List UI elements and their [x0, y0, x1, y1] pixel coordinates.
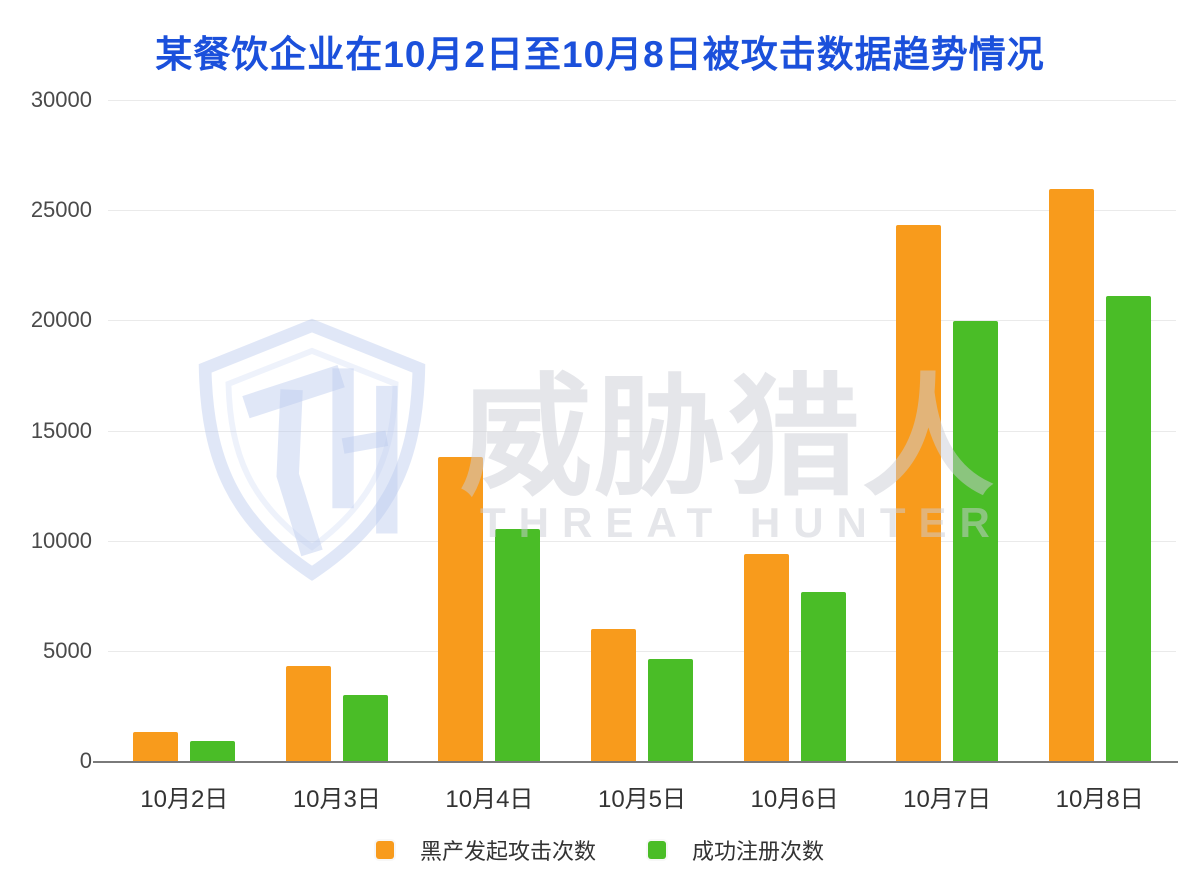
bar-group: [133, 732, 236, 761]
x-axis-tick-label: 10月2日: [140, 786, 229, 813]
bar-group: [438, 456, 541, 761]
legend-swatch-icon: [648, 841, 666, 859]
legend-item: 成功注册次数: [648, 834, 824, 866]
x-axis-tick-label: 10月7日: [903, 786, 992, 813]
x-axis-tick-label: 10月4日: [445, 786, 534, 813]
y-axis-tick-label: 15000: [30, 417, 92, 443]
bar-registrations: [800, 592, 846, 761]
y-axis-tick-label: 20000: [30, 307, 92, 333]
y-axis-tick-label: 25000: [30, 197, 92, 223]
gridline: [108, 320, 1176, 322]
chart-legend: 黑产发起攻击次数 成功注册次数: [0, 834, 1200, 866]
y-axis-tick-label: 5000: [43, 637, 92, 663]
y-axis-tick-label: 10000: [30, 527, 92, 553]
bar-registrations: [342, 694, 388, 761]
bar-registrations: [495, 528, 541, 761]
bar-registrations: [953, 321, 999, 761]
x-axis-tick-label: 10月8日: [1055, 786, 1144, 813]
y-axis-tick-label: 30000: [30, 87, 92, 112]
threat-hunter-shield-icon: [198, 318, 426, 581]
legend-label: 黑产发起攻击次数: [419, 839, 596, 864]
x-axis-tick-label: 10月6日: [750, 786, 839, 813]
legend-swatch-icon: [375, 841, 394, 859]
gridline: [108, 210, 1176, 212]
legend-item: 黑产发起攻击次数: [375, 834, 596, 866]
chart-title: 某餐饮企业在10月2日至10月8日被攻击数据趋势情况: [155, 34, 1045, 75]
bar-group: [743, 553, 846, 761]
gridline: [108, 650, 1176, 652]
bar-attacks: [438, 456, 484, 761]
bar-registrations: [648, 658, 693, 761]
bar-attacks: [1048, 189, 1094, 761]
gridline: [108, 430, 1176, 432]
bar-attacks: [896, 224, 942, 761]
gridline: [108, 100, 1176, 101]
bar-registrations: [1105, 296, 1151, 761]
bar-registrations: [190, 741, 236, 761]
bar-group: [1048, 189, 1151, 761]
bar-attacks: [743, 553, 789, 761]
x-axis-tick-label: 10月5日: [597, 786, 687, 813]
gridline: [108, 540, 1176, 542]
legend-label: 成功注册次数: [692, 839, 825, 864]
bar-attacks: [285, 666, 331, 761]
bar-attacks: [133, 732, 179, 761]
bar-group: [896, 224, 999, 761]
x-axis-line: [93, 761, 1178, 763]
bar-attacks: [591, 628, 636, 761]
y-axis-tick-label: 0: [79, 748, 92, 773]
x-axis-tick-label: 10月3日: [292, 786, 381, 813]
bar-group: [285, 666, 388, 761]
bar-group: [591, 628, 693, 761]
